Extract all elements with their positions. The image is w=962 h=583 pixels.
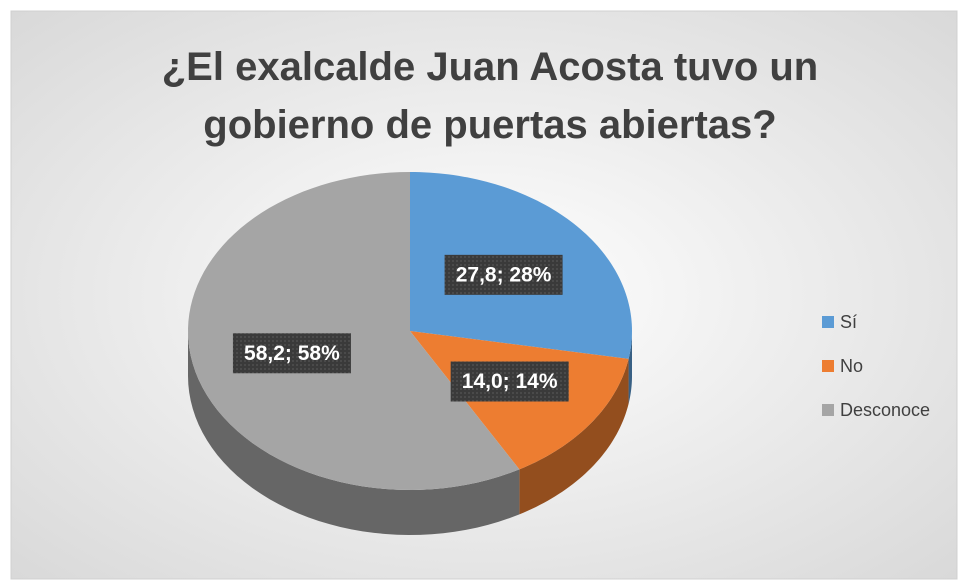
legend-label: Desconoce: [840, 400, 930, 420]
data-label: 14,0; 14%: [462, 370, 558, 393]
legend-swatch: [822, 316, 834, 328]
data-label-box: [450, 361, 569, 402]
legend-swatch: [822, 404, 834, 416]
data-label: 58,2; 58%: [244, 342, 340, 365]
data-labels: 27,8; 28% 14,0; 14% 58,2; 58%: [232, 254, 569, 402]
legend-swatch: [822, 360, 834, 372]
data-label-box: [232, 333, 351, 374]
data-label-box: [444, 254, 563, 295]
slice-side: [188, 331, 520, 535]
data-label: 27,8; 28%: [456, 263, 552, 286]
chart-title: ¿El exalcalde Juan Acosta tuvo un gobier…: [161, 45, 819, 147]
legend: Sí No Desconoce: [822, 312, 930, 420]
legend-label: Sí: [840, 312, 857, 332]
legend-label: No: [840, 356, 863, 376]
slice-side: [519, 358, 629, 515]
slice-side: [628, 331, 632, 404]
slice: [188, 172, 520, 490]
